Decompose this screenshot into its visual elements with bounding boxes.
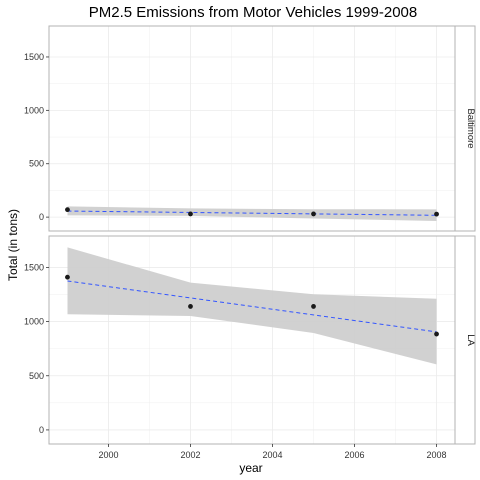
x-axis-title: year	[239, 461, 262, 475]
strip-background	[454, 25, 476, 232]
y-tick-label: 0	[39, 212, 44, 222]
x-tick-label: 2000	[98, 450, 118, 460]
y-axis-title: Total (in tons)	[6, 209, 20, 281]
x-tick-label: 2006	[345, 450, 365, 460]
facet-panel-la: LA 0 500 1000 1500	[24, 235, 476, 445]
data-point	[434, 211, 439, 217]
panel-background	[49, 26, 455, 231]
y-tick-label: 500	[29, 371, 44, 381]
facet-label-la: LA	[465, 334, 476, 346]
y-tick-label: 1500	[24, 52, 44, 62]
data-point	[311, 211, 316, 217]
data-point	[434, 331, 439, 337]
data-point	[65, 207, 70, 213]
x-tick-label: 2008	[427, 450, 447, 460]
confidence-band	[67, 206, 437, 221]
y-tick-label: 0	[39, 425, 44, 435]
confidence-band	[67, 247, 437, 365]
strip-background	[454, 235, 476, 445]
x-tick-label: 2004	[262, 450, 282, 460]
trend-line	[67, 210, 437, 216]
facet-panel-baltimore: Baltimore 0 500 1000 1500	[24, 25, 476, 232]
data-point	[311, 304, 316, 309]
y-tick-label: 1000	[24, 317, 44, 327]
y-tick-label: 500	[29, 159, 44, 169]
facet-panels: Baltimore 0 500 1000 1500 LA 0 500 1000 1500 2000 2…	[24, 25, 476, 460]
y-tick-label: 1000	[24, 105, 44, 115]
trend-line	[67, 280, 437, 333]
facet-label-baltimore: Baltimore	[465, 108, 476, 148]
chart-title: PM2.5 Emissions from Motor Vehicles 1999…	[89, 4, 417, 21]
data-point	[188, 304, 193, 309]
data-point	[65, 274, 70, 280]
y-tick-label: 1500	[24, 262, 44, 272]
x-tick-label: 2002	[180, 450, 200, 460]
data-point	[188, 211, 193, 217]
